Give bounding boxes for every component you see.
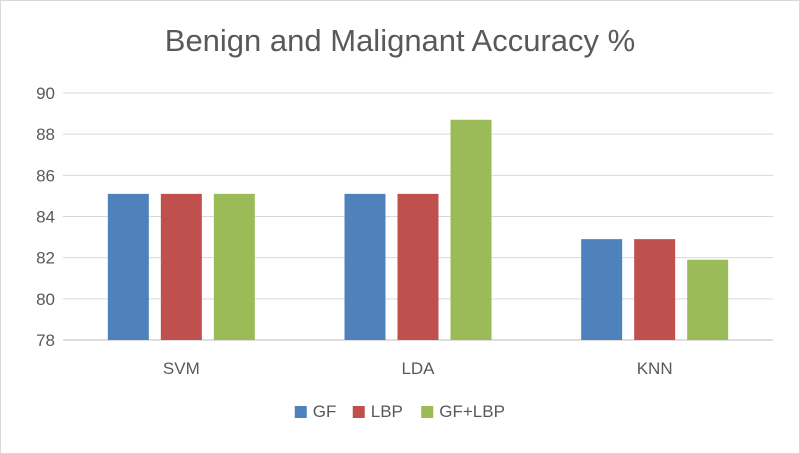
- y-tick-label: 88: [36, 125, 55, 144]
- legend-label: LBP: [371, 402, 403, 421]
- y-tick-label: 86: [36, 166, 55, 185]
- legend-label: GF: [313, 402, 337, 421]
- bar-gf-lbp-knn: [687, 259, 729, 340]
- y-tick-label: 78: [36, 331, 55, 350]
- bar-lbp-svm: [160, 193, 202, 340]
- y-tick-label: 82: [36, 249, 55, 268]
- legend-swatch: [294, 406, 307, 418]
- legend-swatch: [352, 406, 365, 418]
- x-category-label: KNN: [637, 359, 673, 378]
- legend-label: GF+LBP: [439, 402, 505, 421]
- bar-gf-knn: [581, 239, 623, 340]
- y-tick-label: 80: [36, 290, 55, 309]
- chart-title: Benign and Malignant Accuracy %: [164, 23, 636, 58]
- bar-gf-lbp-svm: [213, 193, 255, 340]
- bar-lbp-lda: [397, 193, 439, 340]
- y-tick-label: 90: [36, 84, 55, 103]
- bar-lbp-knn: [634, 239, 676, 340]
- x-category-label: SVM: [163, 359, 200, 378]
- bar-gf-lda: [344, 193, 386, 340]
- y-tick-label: 84: [36, 208, 55, 227]
- legend-swatch: [421, 406, 434, 418]
- bar-gf-svm: [107, 193, 149, 340]
- bar-gf-lbp-lda: [450, 119, 492, 340]
- x-category-label: LDA: [401, 359, 435, 378]
